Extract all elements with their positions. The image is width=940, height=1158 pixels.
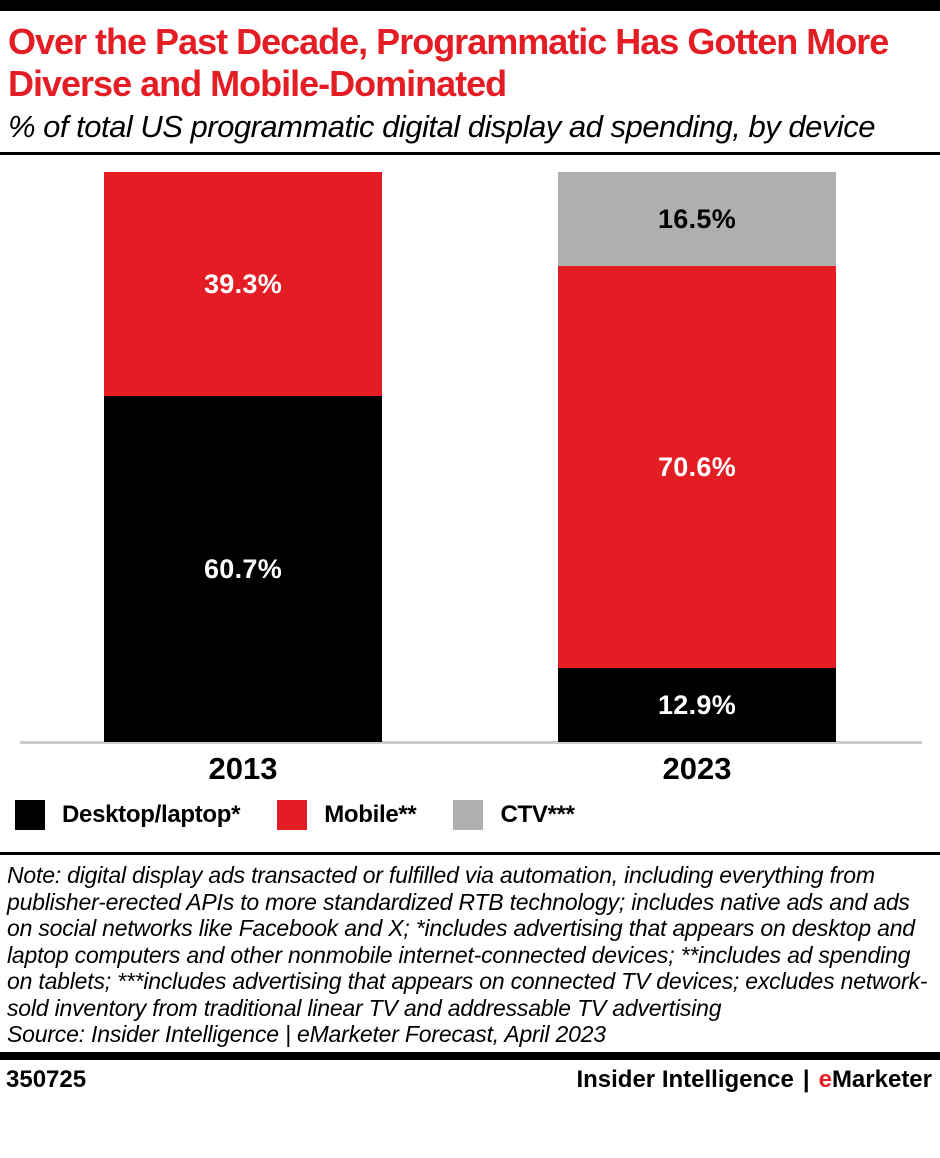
legend-label-ctv: CTV*** <box>500 801 575 828</box>
chart-title: Over the Past Decade, Programmatic Has G… <box>8 21 889 104</box>
top-black-bar <box>0 0 940 11</box>
legend-label-desktop-laptop: Desktop/laptop* <box>62 801 241 828</box>
value-label-2023-ctv: 16.5% <box>657 203 737 234</box>
chart-subtitle: % of total US programmatic digital displ… <box>8 109 875 144</box>
brand-lockup: Insider Intelligence | eMarketer <box>576 1066 932 1094</box>
legend-item-ctv: CTV*** <box>453 800 575 830</box>
notes-block: Note: digital display ads transacted or … <box>0 855 940 1052</box>
segment-2023-mobile: 70.6% <box>558 266 836 669</box>
x-axis-labels: 2013 2023 <box>0 742 940 786</box>
value-label-2013-desktop-laptop: 60.7% <box>203 553 283 584</box>
notes-divider <box>0 852 940 855</box>
brand-insider-intelligence: Insider Intelligence <box>576 1065 794 1093</box>
header: Over the Past Decade, Programmatic Has G… <box>0 11 940 145</box>
legend: Desktop/laptop* Mobile** CTV*** <box>0 800 940 830</box>
legend-item-mobile: Mobile** <box>277 800 417 830</box>
segment-2023-desktop-laptop: 12.9% <box>558 668 836 742</box>
legend-swatch-ctv <box>453 800 484 830</box>
legend-swatch-mobile <box>277 800 308 830</box>
segment-2013-mobile: 39.3% <box>104 172 382 397</box>
value-label-2023-desktop-laptop: 12.9% <box>657 689 737 720</box>
chart-id: 350725 <box>6 1065 87 1093</box>
x-axis-label-2023: 2023 <box>662 751 732 786</box>
legend-label-mobile: Mobile** <box>324 801 417 828</box>
x-axis-line <box>20 741 922 744</box>
plot-area: 60.7% 39.3% 12.9% 70.6% 16.5% <box>0 172 940 744</box>
note-text: Note: digital display ads transacted or … <box>7 862 928 1021</box>
bar-2013: 60.7% 39.3% <box>104 172 382 742</box>
legend-item-desktop-laptop: Desktop/laptop* <box>15 800 240 830</box>
brand-emarketer-e: e <box>818 1065 832 1093</box>
legend-swatch-desktop-laptop <box>15 800 45 830</box>
segment-2013-desktop-laptop: 60.7% <box>104 396 382 742</box>
brand-emarketer-rest: Marketer <box>831 1065 932 1093</box>
brand-separator: | <box>802 1065 810 1093</box>
footer: 350725 Insider Intelligence | eMarketer <box>0 1060 940 1094</box>
footer-divider <box>0 1051 940 1060</box>
bar-2023: 12.9% 70.6% 16.5% <box>558 172 836 742</box>
segment-2023-ctv: 16.5% <box>558 172 836 267</box>
value-label-2023-mobile: 70.6% <box>657 451 737 482</box>
source-text: Source: Insider Intelligence | eMarketer… <box>7 1021 606 1047</box>
x-axis-label-2013: 2013 <box>208 751 278 786</box>
header-divider <box>0 152 940 155</box>
value-label-2013-mobile: 39.3% <box>203 268 283 299</box>
